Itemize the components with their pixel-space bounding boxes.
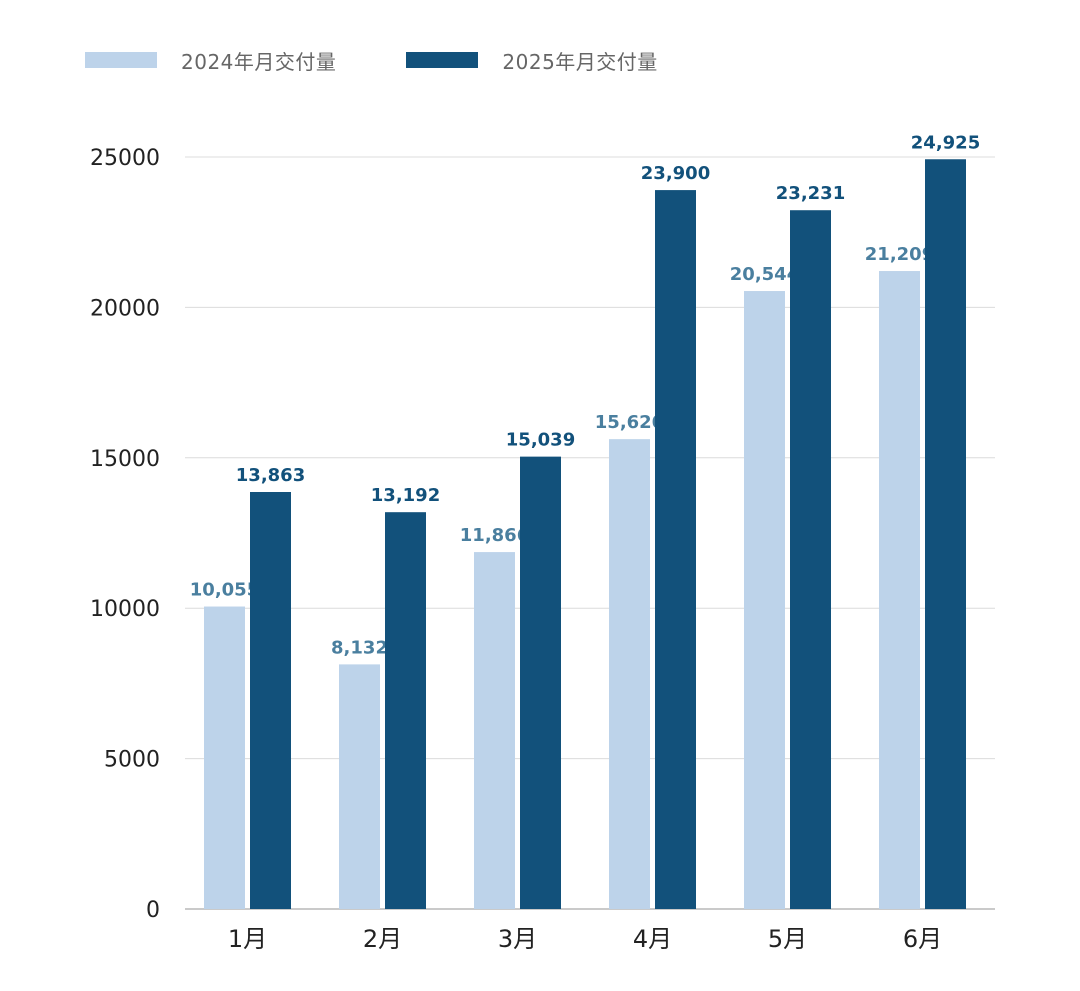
y-tick-label: 10000	[90, 597, 160, 622]
x-tick-label: 4月	[633, 925, 672, 953]
bar-2025	[655, 190, 696, 909]
x-tick-label: 5月	[768, 925, 807, 953]
legend-label-2025: 2025年月交付量	[502, 49, 658, 74]
legend-label-2024: 2024年月交付量	[181, 49, 337, 74]
legend-swatch-2024	[85, 52, 157, 68]
y-tick-label: 20000	[90, 296, 160, 321]
bar-2024	[474, 552, 515, 909]
legend-swatch-2025	[406, 52, 479, 68]
x-tick-label: 3月	[498, 925, 537, 953]
legend: 2024年月交付量 2025年月交付量	[85, 44, 728, 76]
x-tick-label: 6月	[903, 925, 942, 953]
bar-2025	[250, 492, 291, 909]
y-tick-label: 0	[146, 898, 160, 923]
bar-2024	[339, 664, 380, 909]
legend-item-2025: 2025年月交付量	[406, 46, 657, 75]
bar-2024	[204, 606, 245, 909]
bar-2024	[609, 439, 650, 909]
data-label-2025: 13,192	[371, 485, 440, 506]
data-label-2025: 24,925	[911, 132, 980, 153]
y-tick-label: 15000	[90, 447, 160, 472]
y-tick-label: 5000	[104, 748, 160, 773]
y-tick-label: 25000	[90, 146, 160, 171]
x-tick-label: 1月	[228, 925, 267, 953]
data-label-2025: 13,863	[236, 465, 305, 486]
data-label-2024: 8,132	[331, 637, 388, 658]
x-tick-label: 2月	[363, 925, 402, 953]
bar-2024	[744, 291, 785, 909]
data-label-2024: 10,055	[190, 580, 259, 601]
data-label-2025: 15,039	[506, 430, 575, 451]
bar-2024	[879, 271, 920, 909]
bar-2025	[520, 456, 561, 909]
bar-2025	[385, 512, 426, 909]
data-label-2024: 15,620	[595, 412, 664, 433]
data-label-2024: 11,866	[460, 525, 529, 546]
bar-2025	[790, 210, 831, 909]
data-label-2024: 21,209	[865, 244, 934, 265]
data-label-2025: 23,231	[776, 183, 845, 204]
legend-item-2024: 2024年月交付量	[85, 46, 336, 75]
data-label-2024: 20,544	[730, 264, 799, 285]
data-label-2025: 23,900	[641, 163, 710, 184]
bar-2025	[925, 159, 966, 910]
